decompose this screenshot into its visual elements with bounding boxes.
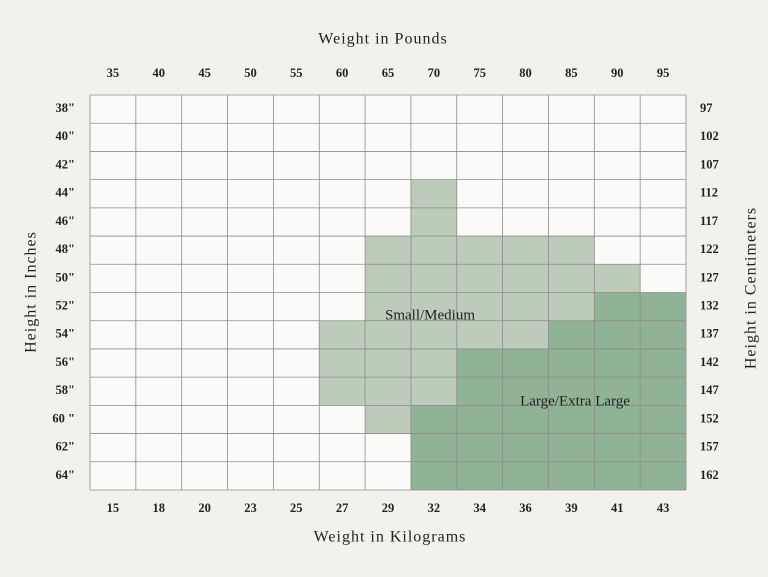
- top-tick-label: 35: [107, 66, 120, 80]
- region-shade: [456, 348, 686, 378]
- region-shade: [365, 236, 595, 265]
- right-tick-label: 97: [700, 101, 713, 115]
- region-shade: [319, 377, 457, 406]
- top-tick-label: 55: [290, 66, 303, 80]
- right-tick-label: 137: [700, 327, 719, 341]
- top-tick-label: 85: [565, 66, 578, 80]
- right-tick-label: 142: [700, 355, 719, 369]
- left-tick-label: 52": [56, 298, 75, 312]
- region-shade: [410, 179, 457, 208]
- left-tick-label: 64": [56, 468, 75, 482]
- region-shade: [365, 405, 411, 434]
- left-tick-label: 44": [56, 186, 75, 200]
- bottom-tick-label: 15: [107, 501, 120, 515]
- top-tick-label: 80: [519, 66, 532, 80]
- left-tick-label: 46": [56, 214, 75, 228]
- right-tick-label: 157: [700, 440, 719, 454]
- right-tick-label: 147: [700, 383, 719, 397]
- bottom-tick-label: 20: [198, 501, 211, 515]
- bottom-tick-label: 23: [244, 501, 257, 515]
- region-shade: [410, 207, 457, 237]
- bottom-tick-label: 43: [657, 501, 670, 515]
- bottom-axis-title: Weight in Kilograms: [314, 529, 467, 546]
- top-tick-label: 40: [153, 66, 166, 80]
- bottom-tick-label: 18: [153, 501, 166, 515]
- top-tick-label: 70: [428, 66, 441, 80]
- top-axis-title: Weight in Pounds: [318, 31, 447, 48]
- region-label: Small/Medium: [385, 307, 475, 323]
- left-tick-label: 56": [56, 355, 75, 369]
- left-axis-title: Height in Inches: [23, 231, 40, 353]
- region-shade: [319, 348, 457, 378]
- right-tick-label: 122: [700, 242, 719, 256]
- bottom-tick-label: 25: [290, 501, 303, 515]
- top-tick-label: 95: [657, 66, 670, 80]
- region-shade: [365, 292, 595, 321]
- region-label: Large/Extra Large: [520, 393, 630, 409]
- left-tick-label: 58": [56, 383, 75, 397]
- right-tick-label: 152: [700, 411, 719, 425]
- top-tick-label: 90: [611, 66, 624, 80]
- left-tick-label: 38": [56, 101, 75, 115]
- top-tick-label: 60: [336, 66, 349, 80]
- right-tick-label: 107: [700, 157, 719, 171]
- region-shade: [548, 320, 686, 349]
- left-tick-label: 42": [56, 157, 75, 171]
- left-tick-label: 54": [56, 327, 75, 341]
- left-tick-label: 60 ": [52, 411, 75, 425]
- right-tick-label: 112: [700, 186, 718, 200]
- bottom-tick-label: 27: [336, 501, 349, 515]
- top-tick-label: 45: [198, 66, 211, 80]
- region-shade: [456, 377, 686, 406]
- bottom-tick-label: 36: [519, 501, 532, 515]
- right-tick-label: 127: [700, 270, 719, 284]
- left-tick-label: 48": [56, 242, 75, 256]
- bottom-tick-label: 29: [382, 501, 395, 515]
- right-tick-label: 117: [700, 214, 718, 228]
- right-tick-label: 102: [700, 129, 719, 143]
- bottom-tick-label: 32: [428, 501, 441, 515]
- left-tick-label: 40": [56, 129, 75, 143]
- bottom-tick-label: 34: [473, 501, 486, 515]
- left-tick-label: 50": [56, 270, 75, 284]
- top-tick-label: 50: [244, 66, 257, 80]
- top-tick-label: 75: [473, 66, 486, 80]
- bottom-tick-label: 41: [611, 501, 624, 515]
- top-tick-label: 65: [382, 66, 395, 80]
- right-tick-label: 162: [700, 468, 719, 482]
- right-axis-title: Height in Centimeters: [743, 207, 760, 369]
- bottom-tick-label: 39: [565, 501, 578, 515]
- right-tick-label: 132: [700, 298, 719, 312]
- left-tick-label: 62": [56, 440, 75, 454]
- grid: [89, 94, 687, 491]
- region-shade: [319, 320, 549, 349]
